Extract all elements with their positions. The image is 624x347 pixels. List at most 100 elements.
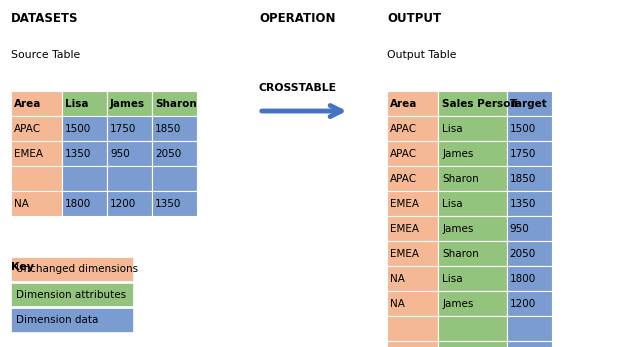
Text: NA: NA bbox=[390, 299, 405, 308]
Text: 1200: 1200 bbox=[110, 199, 136, 209]
Bar bbox=[11, 308, 133, 332]
Text: Dimension data: Dimension data bbox=[16, 315, 99, 325]
Text: Area: Area bbox=[390, 99, 417, 109]
Text: 1350: 1350 bbox=[509, 199, 536, 209]
Bar bbox=[62, 91, 107, 116]
Bar bbox=[62, 141, 107, 166]
Bar bbox=[438, 116, 507, 141]
Text: 1500: 1500 bbox=[65, 124, 91, 134]
Bar bbox=[387, 116, 438, 141]
Bar bbox=[507, 291, 552, 316]
Text: OPERATION: OPERATION bbox=[259, 12, 336, 25]
Bar bbox=[387, 266, 438, 291]
Text: 1850: 1850 bbox=[509, 174, 536, 184]
Text: Output Table: Output Table bbox=[387, 50, 456, 60]
Text: Sharon: Sharon bbox=[155, 99, 197, 109]
Bar bbox=[387, 291, 438, 316]
Text: 1750: 1750 bbox=[509, 149, 536, 159]
Bar bbox=[11, 283, 133, 306]
Bar bbox=[387, 141, 438, 166]
Bar bbox=[11, 141, 62, 166]
Bar bbox=[387, 166, 438, 191]
Bar bbox=[11, 166, 62, 191]
Text: EMEA: EMEA bbox=[14, 149, 43, 159]
Bar bbox=[438, 241, 507, 266]
Bar bbox=[387, 316, 438, 341]
Bar bbox=[438, 266, 507, 291]
Text: OUTPUT: OUTPUT bbox=[387, 12, 441, 25]
Bar bbox=[11, 191, 62, 216]
Text: 1200: 1200 bbox=[509, 299, 535, 308]
Text: 1800: 1800 bbox=[509, 274, 535, 283]
Text: 1350: 1350 bbox=[65, 149, 92, 159]
Text: APAC: APAC bbox=[390, 174, 417, 184]
Text: James: James bbox=[442, 149, 474, 159]
Text: Lisa: Lisa bbox=[442, 124, 463, 134]
Bar bbox=[507, 266, 552, 291]
Bar bbox=[107, 166, 152, 191]
Text: NA: NA bbox=[390, 274, 405, 283]
Bar bbox=[438, 341, 507, 347]
Text: Dimension attributes: Dimension attributes bbox=[16, 290, 126, 299]
Bar bbox=[507, 341, 552, 347]
Text: Source Table: Source Table bbox=[11, 50, 80, 60]
Bar bbox=[11, 91, 62, 116]
Bar bbox=[507, 116, 552, 141]
Text: 1850: 1850 bbox=[155, 124, 182, 134]
Bar bbox=[387, 341, 438, 347]
Text: Target: Target bbox=[509, 99, 547, 109]
Bar bbox=[438, 191, 507, 216]
Bar bbox=[507, 191, 552, 216]
Bar bbox=[438, 291, 507, 316]
Bar bbox=[507, 241, 552, 266]
Bar bbox=[387, 216, 438, 241]
Text: Unchanged dimensions: Unchanged dimensions bbox=[16, 264, 139, 274]
Text: James: James bbox=[442, 224, 474, 234]
Bar bbox=[387, 91, 438, 116]
Text: EMEA: EMEA bbox=[390, 249, 419, 259]
Bar bbox=[507, 141, 552, 166]
Bar bbox=[507, 316, 552, 341]
Bar bbox=[438, 141, 507, 166]
Text: 950: 950 bbox=[509, 224, 529, 234]
Text: 950: 950 bbox=[110, 149, 130, 159]
Text: EMEA: EMEA bbox=[390, 224, 419, 234]
Text: APAC: APAC bbox=[390, 149, 417, 159]
Bar bbox=[62, 191, 107, 216]
Text: Sharon: Sharon bbox=[442, 174, 479, 184]
Text: Area: Area bbox=[14, 99, 42, 109]
Bar bbox=[11, 257, 133, 281]
Bar bbox=[387, 191, 438, 216]
Bar bbox=[152, 166, 197, 191]
Text: Key: Key bbox=[11, 262, 34, 272]
FancyArrowPatch shape bbox=[261, 105, 341, 117]
Text: APAC: APAC bbox=[390, 124, 417, 134]
Text: CROSSTABLE: CROSSTABLE bbox=[259, 83, 337, 93]
Text: APAC: APAC bbox=[14, 124, 41, 134]
Text: 1800: 1800 bbox=[65, 199, 91, 209]
Bar bbox=[438, 166, 507, 191]
Text: Sharon: Sharon bbox=[442, 249, 479, 259]
Bar bbox=[387, 241, 438, 266]
Bar bbox=[438, 316, 507, 341]
Text: 1500: 1500 bbox=[509, 124, 535, 134]
Bar bbox=[152, 91, 197, 116]
Text: Sales Person: Sales Person bbox=[442, 99, 518, 109]
Bar bbox=[507, 166, 552, 191]
Bar bbox=[107, 116, 152, 141]
Bar bbox=[11, 116, 62, 141]
Text: 2050: 2050 bbox=[509, 249, 535, 259]
Text: Lisa: Lisa bbox=[442, 199, 463, 209]
Text: EMEA: EMEA bbox=[390, 199, 419, 209]
Text: 2050: 2050 bbox=[155, 149, 181, 159]
Bar bbox=[507, 216, 552, 241]
Bar bbox=[152, 191, 197, 216]
Text: 1350: 1350 bbox=[155, 199, 182, 209]
Text: James: James bbox=[442, 299, 474, 308]
Bar bbox=[107, 191, 152, 216]
Text: 1750: 1750 bbox=[110, 124, 137, 134]
Bar bbox=[62, 166, 107, 191]
Bar bbox=[507, 91, 552, 116]
Bar bbox=[107, 91, 152, 116]
Text: NA: NA bbox=[14, 199, 29, 209]
